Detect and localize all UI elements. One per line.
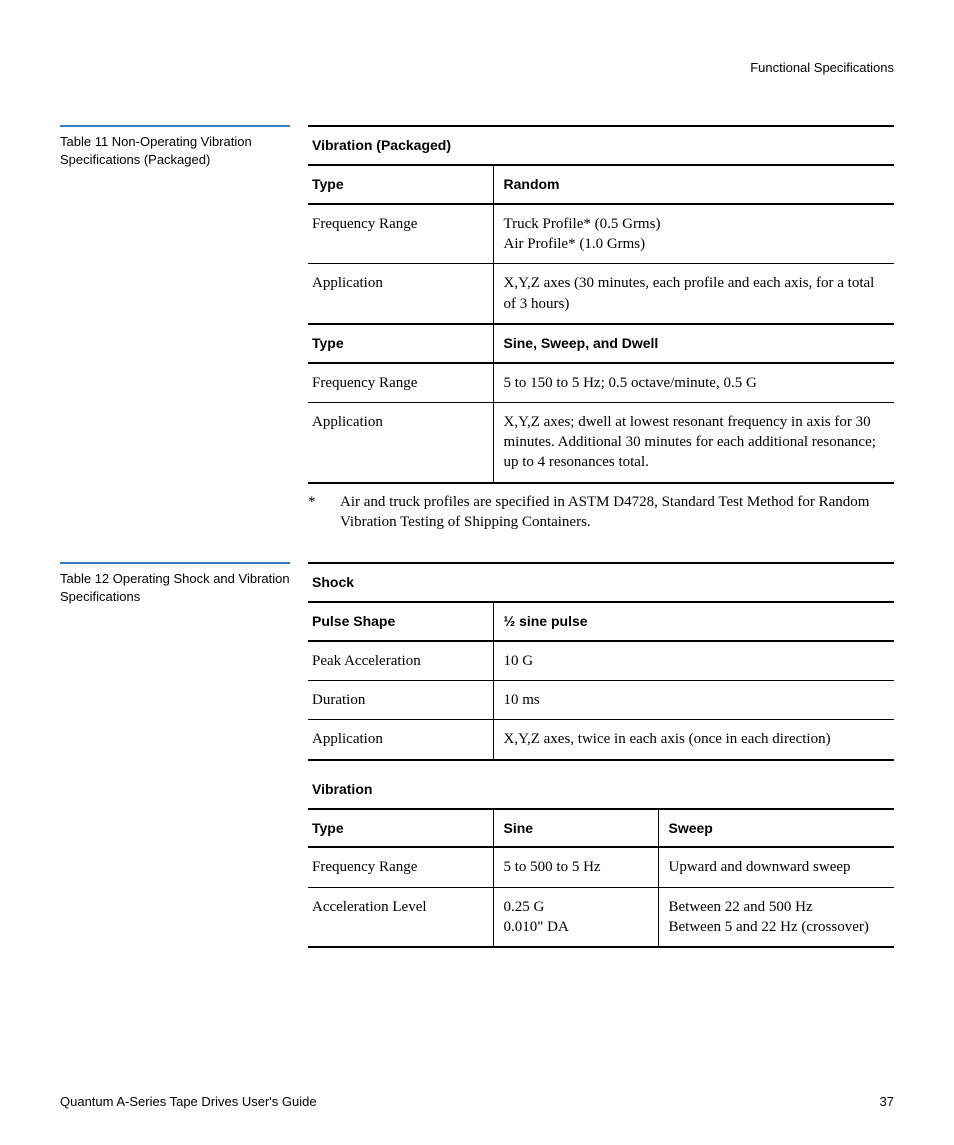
footer-page-number: 37 xyxy=(880,1094,894,1109)
table-cell: 0.25 G0.010" DA xyxy=(493,887,658,947)
table-11-footnote: * Air and truck profiles are specified i… xyxy=(308,484,894,533)
table-cell: 10 G xyxy=(493,641,894,681)
table-11-caption: Table 11 Non-Operating Vibration Specifi… xyxy=(60,125,290,169)
page-footer: Quantum A-Series Tape Drives User's Guid… xyxy=(60,1094,894,1109)
t12-shock-header-value: ½ sine pulse xyxy=(493,602,894,641)
table-cell: Application xyxy=(308,402,493,482)
t11-g1-type-value: Random xyxy=(493,165,894,204)
table-cell: 5 to 150 to 5 Hz; 0.5 octave/minute, 0.5… xyxy=(493,363,894,403)
footnote-text: Air and truck profiles are specified in … xyxy=(340,492,894,533)
table-cell: X,Y,Z axes; dwell at lowest resonant fre… xyxy=(493,402,894,482)
t12-shock-header-label: Pulse Shape xyxy=(308,602,493,641)
table-cell: Duration xyxy=(308,681,493,720)
table-11: Vibration (Packaged) Type Random Frequen… xyxy=(308,125,894,484)
table-cell: 10 ms xyxy=(493,681,894,720)
t12-shock-title: Shock xyxy=(308,563,894,602)
t11-g2-type-value: Sine, Sweep, and Dwell xyxy=(493,324,894,363)
table-12-block: Table 12 Operating Shock and Vibration S… xyxy=(60,562,894,948)
table-cell: X,Y,Z axes (30 minutes, each profile and… xyxy=(493,264,894,324)
footnote-mark: * xyxy=(308,492,340,533)
table-cell: X,Y,Z axes, twice in each axis (once in … xyxy=(493,720,894,760)
table-12-shock: Shock Pulse Shape ½ sine pulse Peak Acce… xyxy=(308,562,894,761)
table-12-main: Shock Pulse Shape ½ sine pulse Peak Acce… xyxy=(308,562,894,948)
table-cell: Frequency Range xyxy=(308,204,493,264)
t11-g1-type-label: Type xyxy=(308,165,493,204)
table-cell: Frequency Range xyxy=(308,847,493,887)
t12-vib-h0: Type xyxy=(308,809,493,848)
table-cell: Application xyxy=(308,720,493,760)
table-cell: 5 to 500 to 5 Hz xyxy=(493,847,658,887)
table-cell: Acceleration Level xyxy=(308,887,493,947)
t12-vib-h2: Sweep xyxy=(658,809,894,848)
table-cell: Between 22 and 500 HzBetween 5 and 22 Hz… xyxy=(658,887,894,947)
table-12-vibration: Vibration Type Sine Sweep Frequency Rang… xyxy=(308,771,894,949)
table-cell: Application xyxy=(308,264,493,324)
table-11-title: Vibration (Packaged) xyxy=(308,126,894,165)
table-12-caption: Table 12 Operating Shock and Vibration S… xyxy=(60,562,290,606)
page-container: Functional Specifications Table 11 Non-O… xyxy=(0,0,954,1145)
footer-doc-title: Quantum A-Series Tape Drives User's Guid… xyxy=(60,1094,317,1109)
table-cell: Upward and downward sweep xyxy=(658,847,894,887)
t11-g2-type-label: Type xyxy=(308,324,493,363)
table-cell: Peak Acceleration xyxy=(308,641,493,681)
t12-vib-title: Vibration xyxy=(308,771,894,809)
table-11-block: Table 11 Non-Operating Vibration Specifi… xyxy=(60,125,894,532)
running-header: Functional Specifications xyxy=(60,60,894,75)
t12-vib-h1: Sine xyxy=(493,809,658,848)
table-11-main: Vibration (Packaged) Type Random Frequen… xyxy=(308,125,894,532)
table-cell: Frequency Range xyxy=(308,363,493,403)
table-cell: Truck Profile* (0.5 Grms)Air Profile* (1… xyxy=(493,204,894,264)
